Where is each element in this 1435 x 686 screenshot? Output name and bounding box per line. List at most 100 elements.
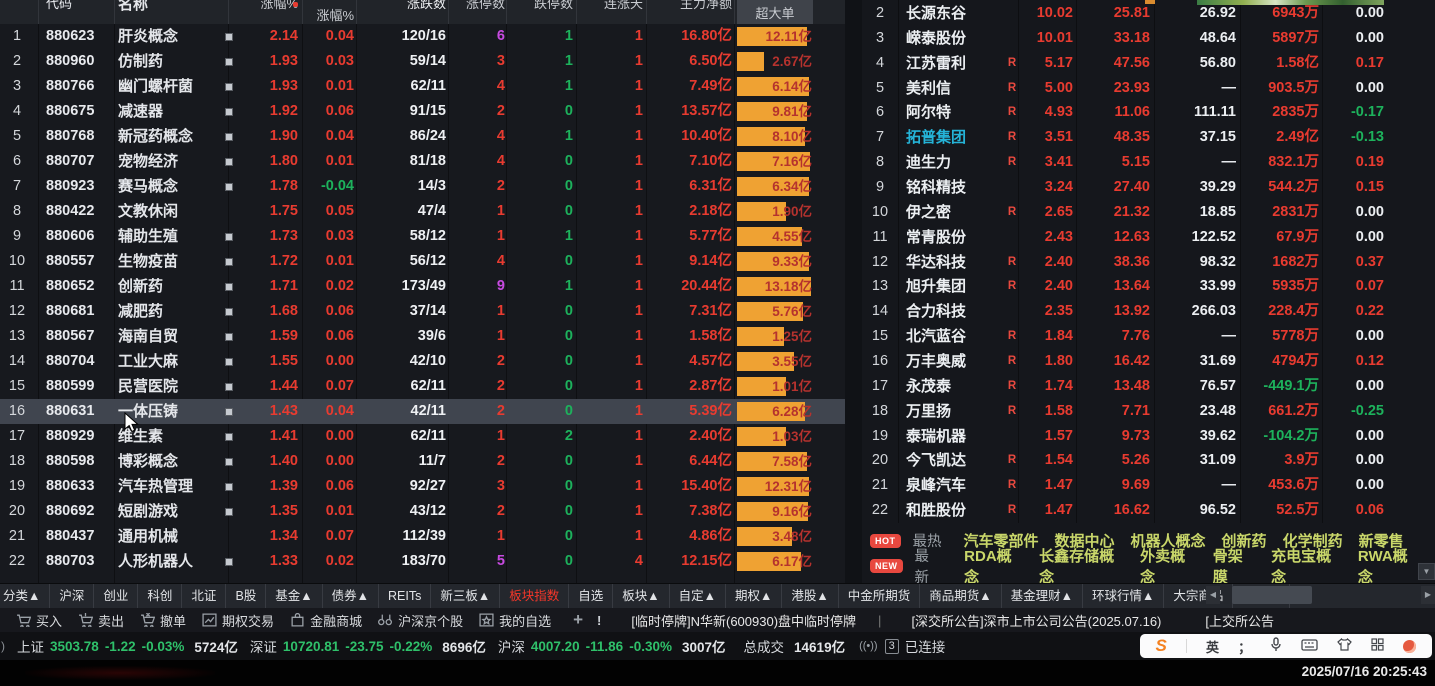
tab-创业[interactable]: 创业 — [94, 584, 139, 608]
sector-row[interactable]: 4 880675 减速器 1.92 0.06 91/15 2 0 1 13.57亿 9.81亿 — [0, 99, 845, 124]
tab-新三板[interactable]: 新三板▲ — [431, 584, 501, 608]
sector-row[interactable]: 15 880599 民营医院 1.44 0.07 62/11 2 0 1 2.87亿 1.01亿 — [0, 374, 845, 399]
add-button[interactable]: + — [573, 610, 584, 629]
sector-row[interactable]: 8 880422 文教休闲 1.75 0.05 47/4 1 0 1 2.18亿 1.90亿 — [0, 199, 845, 224]
sector-table-header[interactable]: 代码 名称 涨幅% 涨幅% 涨跌数 涨停数 跌停数 连涨天 主力净额 超大单 — [0, 0, 845, 25]
new-topic-link[interactable]: 充电宝概念 — [1271, 547, 1332, 586]
hot-topic-link[interactable]: 新零售 — [1358, 533, 1404, 550]
stock-row[interactable]: 15 北汽蓝谷 R 1.84 7.76 — 5778万 0.00 — [862, 324, 1435, 349]
column-header[interactable]: 名称 — [118, 0, 149, 13]
hot-topic-link[interactable]: 机器人概念 — [1130, 533, 1206, 550]
stock-row[interactable]: 20 今飞凯达 R 1.54 5.26 31.09 3.9万 0.00 — [862, 448, 1435, 473]
news-ticker-2[interactable]: [深交所公告]深市上市公司公告(2025.07.16) — [911, 613, 1162, 629]
toolbar-button-期权交易[interactable]: 期权交易 — [202, 611, 274, 630]
hot-topic-link[interactable]: 创新药 — [1221, 533, 1267, 550]
column-header[interactable]: 代码 — [46, 0, 73, 11]
sector-row[interactable]: 12 880681 减肥药 1.68 0.06 37/14 1 0 1 7.31亿 5.76亿 — [0, 299, 845, 324]
tab-北证[interactable]: 北证 — [182, 584, 227, 608]
stock-row[interactable]: 12 华达科技 R 2.40 38.36 98.32 1682万 0.37 — [862, 250, 1435, 275]
ime-emoji-icon[interactable] — [1403, 639, 1417, 653]
stock-row[interactable]: 19 泰瑞机器 1.57 9.73 39.62 -104.2万 0.00 — [862, 424, 1435, 449]
toolbar-button-沪深京个股[interactable]: 沪深京个股 — [378, 611, 463, 630]
tab-商品期货[interactable]: 商品期货▲ — [920, 584, 1002, 608]
stock-row[interactable]: 10 伊之密 R 2.65 21.32 18.85 2831万 0.00 — [862, 200, 1435, 225]
stock-row[interactable]: 5 美利信 R 5.00 23.93 — 903.5万 0.00 — [862, 76, 1435, 101]
sector-row[interactable]: 2 880960 仿制药 1.93 0.03 59/14 3 1 1 6.50亿 2.67亿 — [0, 49, 845, 74]
tab-基金[interactable]: 基金▲ — [266, 584, 323, 608]
stock-row[interactable]: 9 铭科精技 3.24 27.40 39.29 544.2万 0.15 — [862, 175, 1435, 200]
sector-row[interactable]: 5 880768 新冠药概念 1.90 0.04 86/24 4 1 1 10.40亿 8.10亿 — [0, 124, 845, 149]
sector-row[interactable]: 7 880923 赛马概念 1.78 -0.04 14/3 2 0 1 6.31亿 6.34亿 — [0, 174, 845, 199]
stock-row[interactable]: 8 迪生力 R 3.41 5.15 — 832.1万 0.19 — [862, 150, 1435, 175]
column-header[interactable]: 涨幅% — [316, 8, 354, 23]
new-topic-link[interactable]: 外卖概念 — [1140, 547, 1186, 586]
sector-row[interactable]: 17 880929 维生素 1.41 0.00 62/11 1 2 1 2.40亿 1.03亿 — [0, 424, 845, 449]
toolbar-button-金融商城[interactable]: 金融商城 — [290, 611, 362, 630]
ime-logo-icon[interactable]: S — [1155, 636, 1167, 655]
tab-期权[interactable]: 期权▲ — [726, 584, 783, 608]
tab-板块[interactable]: 板块▲ — [613, 584, 670, 608]
toolbar-button-我的自选[interactable]: 我的自选 — [479, 611, 551, 630]
sector-row[interactable]: 13 880567 海南自贸 1.59 0.06 39/6 1 0 1 1.58亿 1.25亿 — [0, 324, 845, 349]
column-header[interactable]: 涨停数 — [465, 0, 505, 11]
news-ticker-3[interactable]: [上交所公告 — [1205, 613, 1275, 629]
stock-row[interactable]: 4 江苏雷利 R 5.17 47.56 56.80 1.58亿 0.17 — [862, 51, 1435, 76]
tab-债券[interactable]: 债券▲ — [323, 584, 380, 608]
stock-row[interactable]: 13 旭升集团 R 2.40 13.64 33.99 5935万 0.07 — [862, 274, 1435, 299]
ime-language-toggle[interactable]: 英 — [1206, 639, 1220, 655]
sector-row[interactable]: 22 880703 人形机器人 1.33 0.02 183/70 5 0 4 12.15亿 6.17… — [0, 549, 845, 574]
tab-港股[interactable]: 港股▲ — [782, 584, 839, 608]
hot-topic-link[interactable]: 化学制药 — [1282, 533, 1343, 550]
sector-row[interactable]: 10 880557 生物疫苗 1.72 0.01 56/12 4 0 1 9.14亿 9.33亿 — [0, 249, 845, 274]
stock-row[interactable]: 11 常青股份 2.43 12.63 122.52 67.9万 0.00 — [862, 225, 1435, 250]
toolbar-button-卖出[interactable]: 卖出 — [78, 611, 124, 630]
tab-scroll-right-button[interactable]: ▶ — [1421, 586, 1435, 604]
tab-环球行情[interactable]: 环球行情▲ — [1083, 584, 1165, 608]
microphone-icon[interactable] — [1270, 637, 1282, 655]
toolbar-button-买入[interactable]: 买入 — [16, 611, 62, 630]
stock-row[interactable]: 6 阿尔特 R 4.93 11.06 111.11 2835万 -0.17 — [862, 100, 1435, 125]
keyboard-icon[interactable] — [1301, 638, 1318, 654]
column-header[interactable]: 涨跌数 — [406, 0, 446, 11]
sector-row[interactable]: 14 880704 工业大麻 1.55 0.00 42/10 2 0 1 4.57亿 3.55亿 — [0, 349, 845, 374]
stock-row[interactable]: 22 和胜股份 R 1.47 16.62 96.52 52.5万 0.06 — [862, 498, 1435, 523]
apps-grid-icon[interactable] — [1371, 638, 1384, 654]
stock-row[interactable]: 14 合力科技 2.35 13.92 266.03 228.4万 0.22 — [862, 299, 1435, 324]
sector-row[interactable]: 21 880437 通用机械 1.34 0.07 112/39 1 0 1 4.86亿 3.48亿 — [0, 524, 845, 549]
sector-row[interactable]: 9 880606 辅助生殖 1.73 0.03 58/12 1 1 1 5.77亿 4.55亿 — [0, 224, 845, 249]
new-topic-link[interactable]: 骨架膜 — [1212, 547, 1243, 586]
hot-topic-link[interactable]: 数据中心 — [1054, 533, 1115, 550]
sector-row[interactable]: 20 880692 短剧游戏 1.35 0.01 43/12 2 0 1 7.38亿 9.16亿 — [0, 499, 845, 524]
tab-科创[interactable]: 科创 — [138, 584, 183, 608]
new-topic-link[interactable]: 长鑫存储概念 — [1039, 547, 1115, 586]
column-header[interactable]: 连涨天 — [603, 0, 643, 11]
column-header[interactable]: 跌停数 — [533, 0, 573, 11]
tab-中金所期货[interactable]: 中金所期货 — [839, 584, 921, 608]
new-topic-link[interactable]: RWA概念 — [1357, 547, 1408, 586]
sector-row[interactable]: 3 880766 幽门螺杆菌 1.93 0.01 62/11 4 1 1 7.49亿 6.14亿 — [0, 74, 845, 99]
sector-row[interactable]: 1 880623 肝炎概念 2.14 0.04 120/16 6 1 1 16.80亿 12.11亿 — [0, 24, 845, 49]
column-header[interactable]: 涨幅% — [260, 0, 298, 11]
stock-row[interactable]: 16 万丰奥威 R 1.80 16.42 31.69 4794万 0.12 — [862, 349, 1435, 374]
tab-自选[interactable]: 自选 — [569, 584, 614, 608]
tab-基金理财[interactable]: 基金理财▲ — [1002, 584, 1084, 608]
news-ticker-1[interactable]: [临时停牌]N华新(600930)盘中临时停牌 — [631, 613, 857, 629]
tab-REITs[interactable]: REITs — [379, 584, 432, 608]
stock-row[interactable]: 3 嵘泰股份 10.01 33.18 48.64 5897万 0.00 — [862, 26, 1435, 51]
sector-row[interactable]: 6 880707 宠物经济 1.80 0.01 81/18 4 0 1 7.10亿 7.16亿 — [0, 149, 845, 174]
alert-icon[interactable]: ! — [597, 612, 602, 628]
tab-scrollbar-thumb[interactable] — [1232, 586, 1312, 604]
connection-count-box[interactable]: 3 — [884, 638, 899, 654]
tab-自定[interactable]: 自定▲ — [670, 584, 727, 608]
stock-row[interactable]: 7 拓普集团 R 3.51 48.35 37.15 2.49亿 -0.13 — [862, 125, 1435, 150]
tab-沪深[interactable]: 沪深 — [50, 584, 95, 608]
toolbar-button-撤单[interactable]: 撤单 — [140, 611, 186, 630]
column-header[interactable]: 主力净额 — [679, 0, 732, 11]
tab-大宗商品[interactable]: 大宗商品 — [1164, 584, 1234, 608]
tab-B股[interactable]: B股 — [226, 584, 267, 608]
sector-row[interactable]: 11 880652 创新药 1.71 0.02 173/49 9 1 1 20.44亿 13.18亿 — [0, 274, 845, 299]
sector-row[interactable]: 18 880598 博彩概念 1.40 0.00 11/7 2 0 1 6.44亿 7.58亿 — [0, 449, 845, 474]
ime-punctuation-toggle[interactable]: ； — [1238, 639, 1252, 655]
tab-scroll-left-button[interactable]: ◀ — [1206, 586, 1220, 604]
stock-row[interactable]: 2 长源东谷 10.02 25.81 26.92 6943万 0.00 — [862, 1, 1435, 26]
